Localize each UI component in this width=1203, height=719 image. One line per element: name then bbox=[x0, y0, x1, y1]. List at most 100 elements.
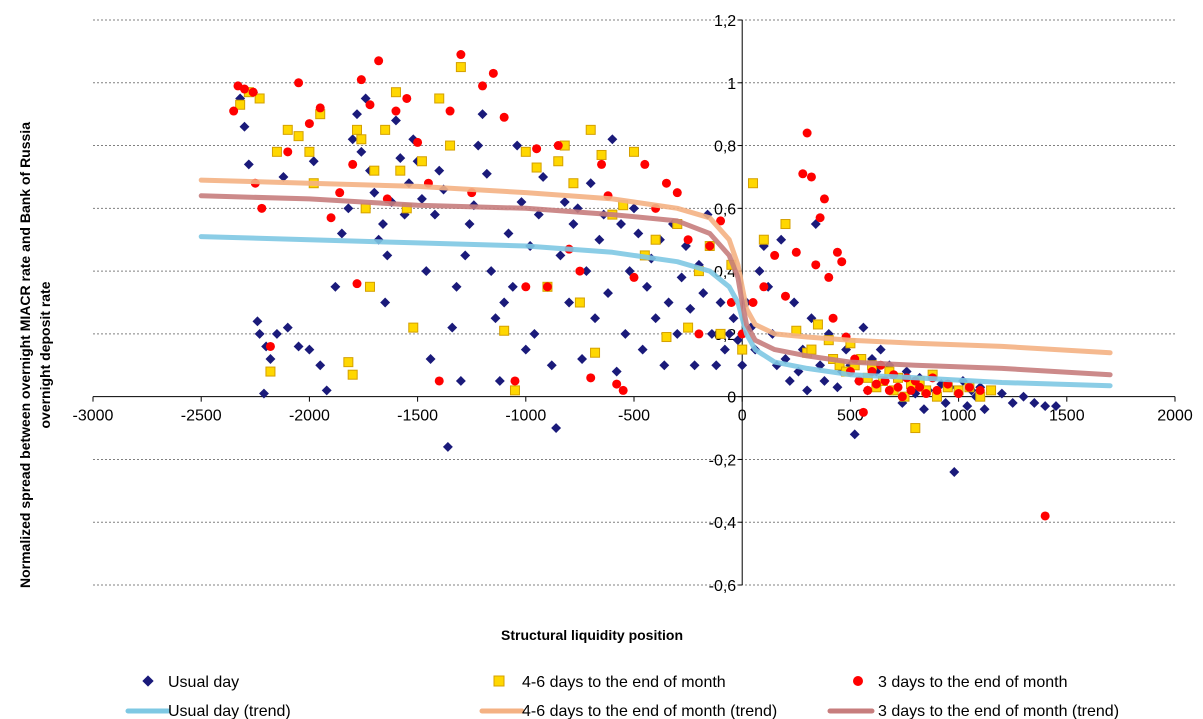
x-tick-label: -1500 bbox=[397, 408, 438, 425]
point-4-6-days bbox=[282, 124, 293, 135]
point-3-days bbox=[356, 75, 366, 85]
point-usual-day bbox=[460, 250, 471, 261]
point-3-days bbox=[863, 385, 873, 395]
point-4-6-days bbox=[629, 146, 639, 157]
point-3-days bbox=[748, 298, 758, 307]
point-usual-day bbox=[464, 219, 475, 229]
point-usual-day bbox=[581, 266, 592, 277]
point-4-6-days bbox=[737, 344, 748, 355]
point-usual-day bbox=[616, 219, 626, 229]
point-usual-day bbox=[901, 366, 912, 377]
point-usual-day bbox=[278, 171, 289, 182]
point-usual-day bbox=[949, 467, 960, 477]
y-axis-title-line-2: overnight deposit rate bbox=[37, 281, 53, 428]
point-4-6-days bbox=[380, 124, 391, 135]
y-axis-title: Normalized spread between overnight MIAC… bbox=[17, 122, 53, 588]
point-usual-day bbox=[321, 385, 332, 396]
point-usual-day bbox=[512, 140, 523, 151]
point-4-6-days bbox=[369, 165, 380, 176]
point-usual-day bbox=[996, 388, 1007, 399]
point-usual-day bbox=[282, 322, 293, 333]
point-usual-day bbox=[633, 228, 644, 239]
point-4-6-days bbox=[395, 165, 406, 176]
point-usual-day bbox=[776, 234, 787, 245]
point-usual-day bbox=[442, 441, 453, 452]
point-usual-day bbox=[421, 266, 432, 277]
point-3-days bbox=[806, 172, 816, 182]
point-usual-day bbox=[507, 281, 518, 292]
point-usual-day bbox=[503, 228, 514, 239]
point-usual-day bbox=[1040, 401, 1051, 412]
point-3-days bbox=[897, 392, 907, 402]
point-3-days bbox=[402, 93, 412, 103]
point-usual-day bbox=[629, 203, 639, 214]
point-3-days bbox=[770, 250, 780, 260]
legend-label: Usual day bbox=[168, 674, 239, 691]
point-usual-day bbox=[239, 121, 250, 132]
point-3-days bbox=[726, 298, 736, 307]
point-3-days bbox=[854, 376, 864, 386]
point-3-days bbox=[575, 266, 585, 276]
point-usual-day bbox=[1018, 391, 1029, 402]
point-3-days bbox=[612, 379, 622, 389]
point-3-days bbox=[954, 389, 964, 399]
point-4-6-days bbox=[343, 357, 354, 368]
x-tick-label: -2000 bbox=[289, 408, 330, 425]
point-usual-day bbox=[663, 297, 674, 308]
point-4-6-days bbox=[265, 366, 276, 377]
point-usual-day bbox=[516, 197, 527, 208]
point-3-days bbox=[1040, 511, 1050, 521]
point-3-days bbox=[780, 291, 790, 301]
point-3-days bbox=[413, 137, 423, 147]
point-usual-day bbox=[481, 168, 492, 179]
point-usual-day bbox=[1007, 397, 1018, 408]
point-usual-day bbox=[832, 382, 843, 393]
legend-item-usual-day-trend: Usual day (trend) bbox=[125, 703, 291, 719]
point-4-6-days bbox=[553, 156, 564, 167]
point-4-6-days bbox=[416, 156, 427, 167]
legend-marker-square bbox=[493, 675, 505, 687]
point-usual-day bbox=[271, 328, 282, 339]
point-3-days bbox=[906, 385, 916, 395]
point-3-days bbox=[661, 178, 671, 188]
point-3-days bbox=[521, 282, 531, 292]
point-usual-day bbox=[520, 344, 531, 355]
point-4-6-days bbox=[748, 178, 759, 189]
point-3-days bbox=[257, 203, 267, 213]
x-axis-title: Structural liquidity position bbox=[501, 627, 683, 643]
gridlines bbox=[93, 19, 1175, 586]
point-usual-day bbox=[538, 171, 549, 182]
point-usual-day bbox=[650, 313, 661, 324]
trend-line bbox=[198, 193, 1113, 378]
y-tick-label: 0,8 bbox=[714, 139, 736, 156]
point-usual-day bbox=[858, 322, 869, 333]
point-usual-day bbox=[369, 187, 380, 198]
point-usual-day bbox=[304, 344, 315, 355]
legend-label: 4-6 days to the end of month (trend) bbox=[522, 703, 777, 719]
point-3-days bbox=[893, 382, 903, 392]
x-tick-label: -3000 bbox=[73, 408, 114, 425]
point-3-days bbox=[811, 260, 821, 270]
point-4-6-days bbox=[509, 385, 520, 396]
point-usual-day bbox=[555, 250, 566, 261]
y-tick-label: -0,4 bbox=[709, 515, 737, 532]
point-usual-day bbox=[559, 197, 570, 208]
legend-label: Usual day (trend) bbox=[168, 703, 291, 719]
point-usual-day bbox=[434, 165, 445, 176]
point-3-days bbox=[683, 235, 693, 245]
point-3-days bbox=[705, 241, 715, 251]
point-3-days bbox=[304, 119, 314, 129]
point-usual-day bbox=[265, 354, 276, 364]
point-3-days bbox=[618, 385, 628, 395]
point-3-days bbox=[716, 216, 726, 226]
point-4-6-days bbox=[364, 281, 375, 292]
point-usual-day bbox=[676, 272, 687, 283]
point-usual-day bbox=[611, 366, 622, 377]
point-usual-day bbox=[585, 178, 596, 189]
point-usual-day bbox=[486, 266, 497, 277]
point-usual-day bbox=[728, 313, 739, 324]
point-usual-day bbox=[380, 297, 391, 308]
point-4-6-days bbox=[812, 319, 823, 330]
point-usual-day bbox=[243, 159, 254, 170]
point-3-days bbox=[434, 376, 444, 386]
